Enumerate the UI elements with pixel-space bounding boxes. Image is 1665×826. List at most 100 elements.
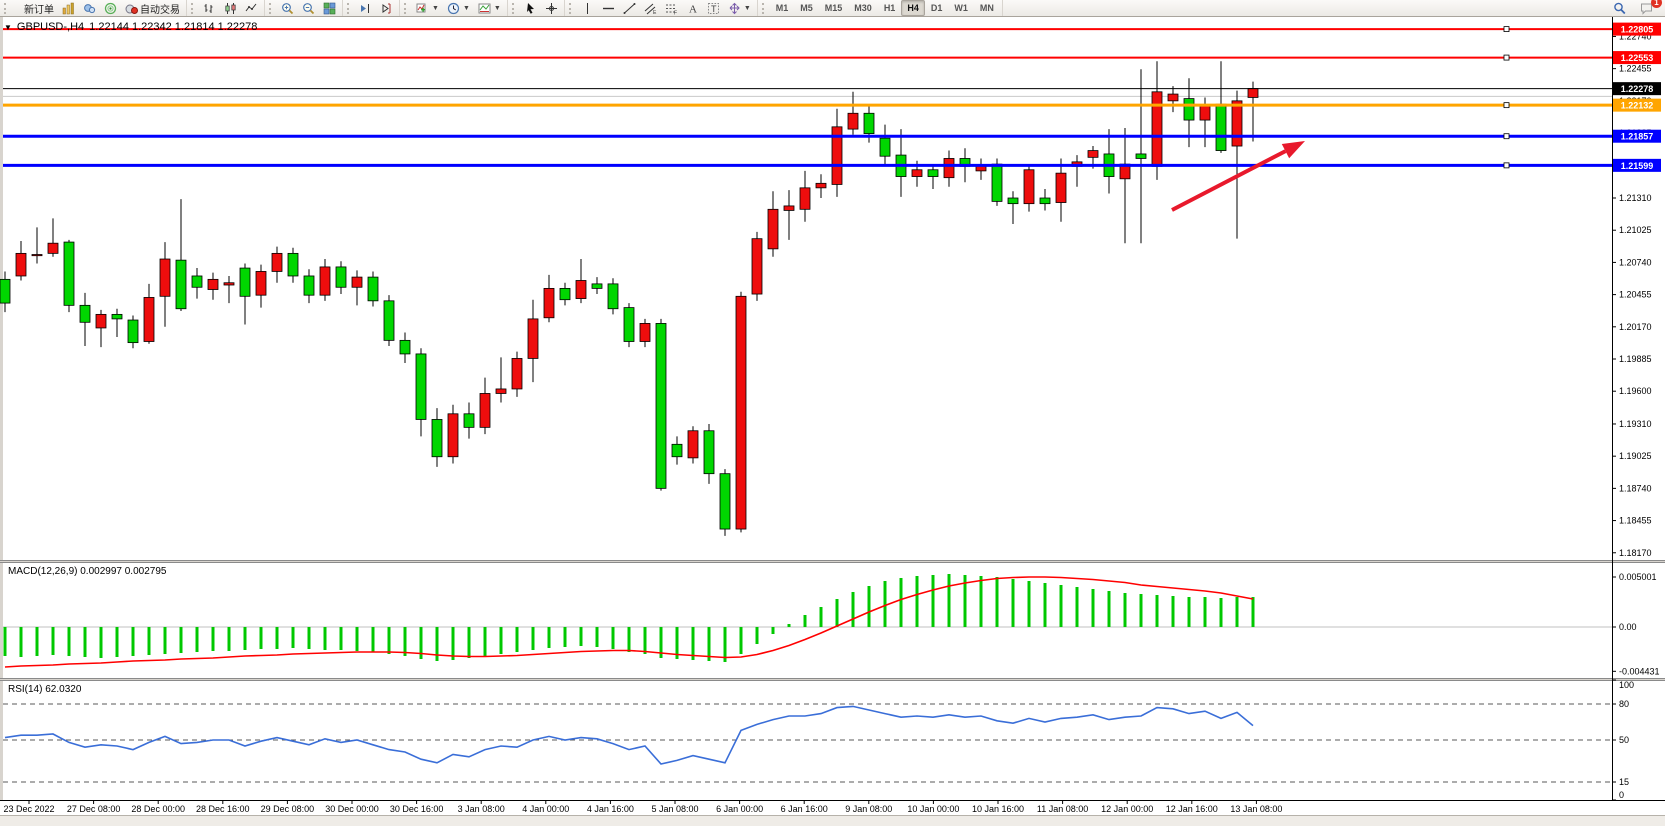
profiles-icon (83, 2, 96, 15)
clock-icon (447, 2, 460, 15)
price-badge-1.21599: 1.21599 (1613, 158, 1661, 172)
cursor-icon (524, 2, 537, 15)
hline-1.22132[interactable] (3, 102, 1612, 109)
svg-text:1.21025: 1.21025 (1619, 225, 1652, 235)
trend-arrow[interactable] (1171, 141, 1305, 212)
line-chart-button[interactable] (241, 0, 262, 16)
candlestick (607, 278, 619, 315)
drag-handle[interactable] (568, 2, 575, 14)
signals-button[interactable] (100, 0, 121, 16)
symbol-period-label: GBPUSD-,H4 (16, 21, 85, 33)
text-t-icon: T (707, 2, 720, 15)
cursor-button[interactable] (520, 0, 541, 16)
vertical-line-button[interactable] (577, 0, 598, 16)
candlestick (943, 150, 955, 187)
timeframe-H4-button[interactable]: H4 (901, 0, 925, 16)
price-badge-1.22553: 1.22553 (1613, 51, 1661, 65)
tile-windows-button[interactable] (319, 0, 340, 16)
svg-text:1.21599: 1.21599 (1621, 161, 1654, 171)
svg-text:T: T (711, 4, 717, 14)
arrows-button[interactable]: ▼ (724, 0, 755, 16)
svg-text:1.22805: 1.22805 (1621, 25, 1654, 35)
candlestick (1055, 158, 1067, 222)
svg-text:4 Jan 00:00: 4 Jan 00:00 (522, 804, 569, 814)
auto-scroll-button[interactable] (355, 0, 376, 16)
bars-icon (203, 2, 216, 15)
time-axis[interactable]: 23 Dec 2022 27 Dec 08:00 28 Dec 00:00 28 De… (3, 800, 1282, 814)
text-button[interactable]: A (682, 0, 703, 16)
timeframe-M30-button[interactable]: M30 (854, 3, 872, 13)
candlestick (447, 404, 459, 464)
candle-chart-button[interactable] (220, 0, 241, 16)
ohlc-values-label: 1.22144 1.22342 1.21814 1.22278 (89, 21, 258, 33)
drag-handle[interactable] (404, 2, 410, 14)
text-a-icon: A (686, 2, 699, 15)
charts-folder-icon (62, 2, 75, 15)
chevron-down-icon[interactable]: ▼ (432, 4, 439, 12)
fibonacci-button[interactable]: F (661, 0, 682, 16)
timeframe-D1-button[interactable]: D1 (930, 3, 943, 13)
svg-text:1.22278: 1.22278 (1621, 84, 1654, 94)
notifications-button[interactable]: 1 (1636, 0, 1662, 16)
trendline-button[interactable] (619, 0, 640, 16)
candlestick (847, 91, 859, 135)
zoom-in-button[interactable] (277, 0, 298, 16)
text-label-button[interactable]: T (703, 0, 724, 16)
candlestick (783, 190, 795, 240)
svg-text:80: 80 (1619, 699, 1629, 709)
zoom-out-button[interactable] (298, 0, 319, 16)
svg-text:1.20455: 1.20455 (1619, 290, 1652, 300)
chevron-down-icon[interactable]: ▼ (462, 4, 470, 12)
charts-folder-button[interactable] (58, 0, 79, 16)
timeframe-M5-button[interactable]: M5 (800, 3, 813, 13)
candlestick (31, 227, 43, 264)
search-icon (1613, 2, 1626, 15)
timeframe-W1-button[interactable]: W1 (954, 3, 968, 13)
candlestick (831, 108, 843, 197)
candlestick (1135, 69, 1147, 244)
candlestick (687, 426, 699, 464)
profiles-button[interactable] (79, 0, 100, 16)
drag-handle[interactable] (347, 2, 353, 14)
chart-shift-button[interactable] (376, 0, 397, 16)
drag-handle[interactable] (761, 2, 768, 14)
crosshair-button[interactable] (541, 0, 562, 16)
hline-1.22553[interactable] (3, 54, 1612, 61)
hline-1.21857[interactable] (3, 133, 1612, 140)
zoom-in-icon (281, 2, 294, 15)
drag-handle[interactable] (269, 2, 275, 14)
candlestick (239, 263, 251, 325)
horizontal-line-button[interactable] (598, 0, 619, 16)
candlestick (191, 268, 203, 299)
collapse-arrow-icon[interactable]: ▼ (4, 22, 12, 32)
rsi-line (4, 705, 1254, 765)
svg-text:1.19600: 1.19600 (1619, 386, 1652, 396)
svg-text:6 Jan 00:00: 6 Jan 00:00 (716, 804, 763, 814)
chevron-down-icon[interactable]: ▼ (493, 4, 501, 12)
new-order-button[interactable]: 新订单 (12, 0, 58, 16)
hline-1.22805[interactable] (3, 26, 1612, 33)
drag-handle[interactable] (191, 2, 197, 14)
rsi-indicator-label: RSI(14) 62.0320 (8, 684, 81, 695)
candlestick (575, 259, 587, 304)
candles-icon (224, 2, 237, 15)
templates-button[interactable]: ▼ (474, 0, 505, 16)
chevron-down-icon[interactable]: ▼ (743, 4, 751, 12)
linechart-icon (245, 2, 258, 15)
timeframe-M1-button[interactable]: M1 (775, 3, 789, 13)
hline-1.21599[interactable] (3, 162, 1612, 169)
timeframe-M15-button[interactable]: M15 (824, 3, 843, 13)
periods-button[interactable]: ▼ (443, 0, 474, 16)
search-button[interactable] (1609, 0, 1630, 16)
indicators-button[interactable]: ▼ (412, 0, 443, 16)
drag-handle[interactable] (511, 2, 518, 14)
drag-handle[interactable] (4, 2, 10, 14)
shift-icon (380, 2, 393, 15)
autotrade-button[interactable]: 自动交易 (121, 0, 184, 16)
svg-text:9 Jan 08:00: 9 Jan 08:00 (845, 804, 892, 814)
equidistant-channel-button[interactable]: E (640, 0, 661, 16)
timeframe-H1-button[interactable]: H1 (883, 3, 896, 13)
bar-chart-button[interactable] (199, 0, 220, 16)
timeframe-MN-button[interactable]: MN (979, 3, 994, 13)
